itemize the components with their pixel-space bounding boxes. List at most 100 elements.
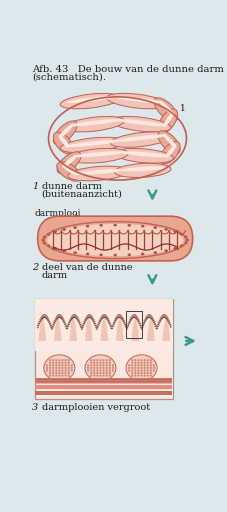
Ellipse shape bbox=[163, 316, 164, 318]
Ellipse shape bbox=[85, 317, 86, 319]
Ellipse shape bbox=[120, 315, 122, 316]
Ellipse shape bbox=[163, 134, 176, 148]
Ellipse shape bbox=[90, 314, 91, 316]
Ellipse shape bbox=[62, 249, 66, 252]
Text: Afb. 43   De bouw van de dunne darm: Afb. 43 De bouw van de dunne darm bbox=[32, 65, 224, 74]
Ellipse shape bbox=[141, 374, 143, 377]
Ellipse shape bbox=[52, 364, 54, 367]
Ellipse shape bbox=[161, 317, 163, 319]
Ellipse shape bbox=[126, 328, 128, 330]
Ellipse shape bbox=[150, 369, 152, 372]
Ellipse shape bbox=[106, 374, 108, 377]
Ellipse shape bbox=[70, 318, 71, 319]
Ellipse shape bbox=[91, 315, 92, 316]
Ellipse shape bbox=[112, 323, 114, 325]
Ellipse shape bbox=[140, 327, 142, 329]
Ellipse shape bbox=[87, 369, 89, 372]
Ellipse shape bbox=[62, 316, 63, 318]
Ellipse shape bbox=[156, 328, 158, 329]
Ellipse shape bbox=[106, 372, 108, 374]
Ellipse shape bbox=[138, 321, 140, 323]
Ellipse shape bbox=[133, 314, 135, 315]
Ellipse shape bbox=[112, 367, 114, 369]
Ellipse shape bbox=[68, 372, 70, 374]
Ellipse shape bbox=[68, 148, 128, 163]
Ellipse shape bbox=[54, 247, 57, 250]
Ellipse shape bbox=[112, 369, 114, 372]
Ellipse shape bbox=[184, 236, 188, 239]
Ellipse shape bbox=[61, 369, 64, 372]
Ellipse shape bbox=[162, 314, 163, 316]
Ellipse shape bbox=[50, 323, 51, 324]
Ellipse shape bbox=[58, 314, 59, 316]
Ellipse shape bbox=[59, 314, 60, 315]
Ellipse shape bbox=[153, 322, 155, 324]
Ellipse shape bbox=[87, 364, 89, 367]
Ellipse shape bbox=[96, 359, 99, 361]
Ellipse shape bbox=[120, 317, 122, 319]
Ellipse shape bbox=[93, 359, 95, 361]
Ellipse shape bbox=[102, 317, 104, 319]
Ellipse shape bbox=[106, 364, 108, 367]
Ellipse shape bbox=[163, 314, 165, 315]
Ellipse shape bbox=[102, 315, 103, 316]
Ellipse shape bbox=[106, 369, 108, 372]
Ellipse shape bbox=[68, 361, 70, 364]
Text: 3: 3 bbox=[32, 402, 39, 412]
Ellipse shape bbox=[152, 318, 154, 319]
Ellipse shape bbox=[43, 242, 46, 244]
Ellipse shape bbox=[68, 369, 70, 372]
Bar bbox=[35, 378, 172, 382]
Ellipse shape bbox=[167, 317, 168, 318]
Bar bbox=[126, 311, 141, 338]
Ellipse shape bbox=[59, 316, 61, 318]
Ellipse shape bbox=[61, 317, 63, 319]
Ellipse shape bbox=[66, 140, 120, 147]
Ellipse shape bbox=[82, 325, 83, 326]
Ellipse shape bbox=[139, 323, 140, 325]
Ellipse shape bbox=[46, 364, 48, 367]
Ellipse shape bbox=[110, 326, 111, 327]
Ellipse shape bbox=[104, 314, 106, 316]
Ellipse shape bbox=[134, 367, 136, 369]
Ellipse shape bbox=[48, 319, 50, 321]
Ellipse shape bbox=[102, 361, 105, 364]
Ellipse shape bbox=[118, 314, 119, 316]
Ellipse shape bbox=[153, 364, 155, 367]
Ellipse shape bbox=[42, 317, 43, 319]
Ellipse shape bbox=[49, 321, 50, 322]
Polygon shape bbox=[38, 318, 46, 341]
Ellipse shape bbox=[131, 315, 133, 316]
Ellipse shape bbox=[101, 316, 103, 317]
Ellipse shape bbox=[79, 323, 80, 324]
Ellipse shape bbox=[47, 318, 48, 320]
Ellipse shape bbox=[84, 321, 86, 323]
Ellipse shape bbox=[99, 372, 101, 374]
Ellipse shape bbox=[79, 320, 80, 322]
Ellipse shape bbox=[109, 321, 111, 323]
Ellipse shape bbox=[86, 252, 89, 255]
Ellipse shape bbox=[158, 324, 160, 325]
Ellipse shape bbox=[111, 328, 113, 329]
Ellipse shape bbox=[102, 364, 105, 367]
Ellipse shape bbox=[137, 317, 139, 319]
Ellipse shape bbox=[90, 367, 92, 369]
Ellipse shape bbox=[147, 359, 149, 361]
Ellipse shape bbox=[90, 316, 91, 318]
Ellipse shape bbox=[55, 369, 57, 372]
Ellipse shape bbox=[103, 316, 104, 318]
Ellipse shape bbox=[128, 367, 130, 369]
Ellipse shape bbox=[49, 374, 51, 377]
Ellipse shape bbox=[143, 374, 146, 377]
Ellipse shape bbox=[131, 317, 133, 319]
Ellipse shape bbox=[53, 132, 73, 154]
Ellipse shape bbox=[151, 316, 153, 318]
Ellipse shape bbox=[123, 321, 124, 322]
Polygon shape bbox=[85, 318, 93, 341]
Ellipse shape bbox=[158, 109, 178, 133]
Polygon shape bbox=[116, 318, 124, 341]
Ellipse shape bbox=[168, 320, 170, 322]
Ellipse shape bbox=[151, 318, 153, 321]
Ellipse shape bbox=[37, 327, 39, 328]
Ellipse shape bbox=[43, 314, 45, 315]
